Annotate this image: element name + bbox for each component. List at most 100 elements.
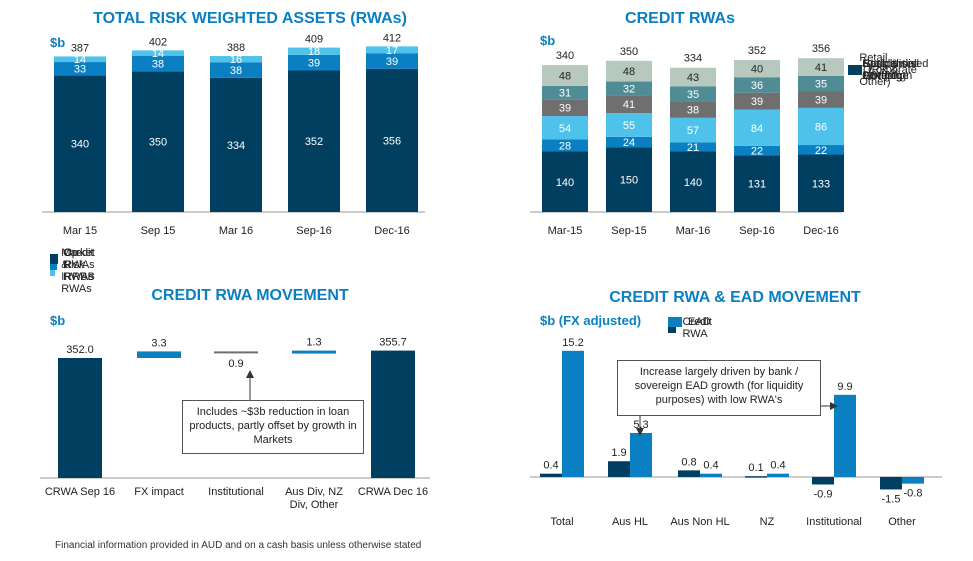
- credit-bar-bank-sovereign-3: [734, 145, 780, 156]
- movement-bar-2: [214, 351, 258, 354]
- credit-bar-retail-qrr-other-4: [798, 91, 844, 108]
- credit-bar-residential-mortgage-1: [606, 113, 652, 137]
- credit-bar-specialised-lending-1: [606, 81, 652, 96]
- credit-value-label-corporate-4: 133: [812, 178, 830, 190]
- credit-bar-residential-mortgage-4: [798, 107, 844, 146]
- movement-category-label-4: CRWA Dec 16: [358, 486, 428, 498]
- credit-value-label-retail-qrr-other-0: 39: [559, 103, 571, 115]
- legend-swatch-ead: [668, 317, 682, 327]
- credit-unit-label: $b: [540, 33, 556, 48]
- rwa-value-label-op-risk-rwas-1: 38: [152, 59, 164, 71]
- ead-bar-credit-rwa-1: [608, 461, 630, 477]
- rwa-value-label-market-irrbb-rwas-2: 16: [230, 54, 242, 66]
- ead-category-label-0: Total: [550, 516, 573, 528]
- rwa-category-label-3: Sep-16: [296, 225, 331, 237]
- credit-value-label-standardised-other-3: 40: [751, 64, 763, 76]
- legend-swatch-oprisk: [50, 260, 58, 270]
- ead-bar-credit-rwa-0: [540, 473, 562, 477]
- credit-value-label-retail-qrr-other-4: 39: [815, 94, 827, 106]
- credit-bar-specialised-lending-0: [542, 85, 588, 100]
- movement-value-label-4: 355.7: [379, 337, 407, 349]
- legend-label-credit-rwa: Credit RWA: [682, 316, 712, 340]
- movement-category-label-3-line2: Div, Other: [290, 499, 339, 511]
- credit-category-label-2: Mar-16: [676, 225, 711, 237]
- credit-bar-bank-sovereign-0: [542, 139, 588, 152]
- credit-bar-standardised-other-2: [670, 67, 716, 87]
- credit-value-label-residential-mortgage-2: 57: [687, 125, 699, 137]
- credit-total-label-2: 334: [684, 53, 702, 65]
- movement-chart-title: CREDIT RWA MOVEMENT: [151, 287, 349, 304]
- rwa-bar-op-risk-rwas-0: [54, 62, 106, 76]
- ead-category-label-4: Institutional: [806, 516, 862, 528]
- movement-category-label-2: Institutional: [208, 486, 264, 498]
- ead-callout-arrowhead-down: [636, 428, 644, 436]
- movement-callout-arrowhead: [246, 370, 254, 378]
- credit-value-label-specialised-lending-2: 35: [687, 89, 699, 101]
- credit-value-label-corporate-0: 140: [556, 177, 574, 189]
- movement-value-label-1: 3.3: [151, 337, 166, 349]
- credit-bar-residential-mortgage-2: [670, 117, 716, 143]
- ead-value-label-credit-rwa-0: 0.4: [543, 460, 558, 472]
- credit-value-label-specialised-lending-3: 36: [751, 80, 763, 92]
- movement-bar-3: [292, 350, 336, 354]
- legend-label-retail-qrr-other: Retail (QRR & Other): [859, 51, 898, 88]
- credit-bar-retail-qrr-other-0: [542, 99, 588, 117]
- footnote: Financial information provided in AUD an…: [55, 540, 422, 551]
- ead-value-label-ead-2: 0.4: [703, 460, 718, 472]
- credit-total-label-4: 356: [812, 43, 830, 55]
- credit-bar-standardised-other-4: [798, 58, 844, 76]
- ead-value-label-ead-0: 15.2: [562, 337, 583, 349]
- legend-swatch-corporate: [848, 64, 862, 75]
- credit-value-label-corporate-3: 131: [748, 179, 766, 191]
- rwa-value-label-credit-rwas-3: 352: [305, 136, 323, 148]
- rwa-value-label-market-irrbb-rwas-1: 14: [152, 48, 164, 60]
- rwa-bar-market-irrbb-rwas-1: [132, 50, 184, 57]
- rwa-value-label-credit-rwas-2: 334: [227, 140, 245, 152]
- movement-category-label-3: Aus Div, NZ: [285, 486, 343, 498]
- credit-value-label-standardised-other-4: 41: [815, 62, 827, 74]
- legend-swatch-credit-rwa: [668, 323, 677, 333]
- legend-label-oprisk: Op-Risk RWAs: [63, 247, 94, 283]
- rwa-value-label-market-irrbb-rwas-0: 14: [74, 54, 86, 66]
- ead-category-label-1: Aus HL: [612, 516, 648, 528]
- movement-category-label-1: FX impact: [134, 486, 184, 498]
- credit-bar-standardised-other-3: [734, 59, 780, 78]
- ead-bar-credit-rwa-5: [880, 477, 902, 490]
- legend-item-credit-rwa: Credit RWA: [668, 316, 717, 340]
- legend-label-bank-sovereign: Bank & Sovereign: [862, 57, 913, 82]
- credit-bar-bank-sovereign-2: [670, 142, 716, 152]
- credit-value-label-standardised-other-0: 48: [559, 70, 571, 82]
- rwa-bar-credit-rwas-1: [132, 71, 184, 212]
- movement-bar-0: [58, 358, 102, 478]
- ead-unit-label: $b (FX adjusted): [540, 313, 642, 328]
- movement-callout: Includes ~$3b reduction in loan products…: [182, 400, 364, 454]
- rwa-total-label-2: 388: [227, 42, 245, 54]
- rwa-bar-credit-rwas-0: [54, 75, 106, 212]
- ead-category-label-5: Other: [888, 516, 916, 528]
- ead-category-label-3: NZ: [760, 516, 775, 528]
- legend-swatch-market: [50, 266, 56, 276]
- rwa-category-label-1: Sep 15: [141, 225, 176, 237]
- ead-bar-ead-4: [834, 394, 856, 477]
- credit-bar-residential-mortgage-3: [734, 109, 780, 146]
- ead-callout-arrowhead-right: [830, 402, 838, 410]
- ead-bar-ead-3: [767, 473, 789, 477]
- legend-label-standardised-other: Standardised / Other: [863, 57, 929, 82]
- rwa-total-label-3: 409: [305, 34, 323, 46]
- ead-callout: Increase largely driven by bank / sovere…: [617, 360, 821, 416]
- rwa-value-label-op-risk-rwas-3: 39: [308, 58, 320, 70]
- credit-bar-bank-sovereign-4: [798, 145, 844, 155]
- movement-value-label-0: 352.0: [66, 344, 94, 356]
- rwa-value-label-op-risk-rwas-0: 33: [74, 64, 86, 76]
- ead-bar-credit-rwa-4: [812, 477, 834, 485]
- credit-value-label-specialised-lending-0: 31: [559, 88, 571, 100]
- credit-value-label-specialised-lending-1: 32: [623, 83, 635, 95]
- credit-value-label-residential-mortgage-4: 86: [815, 121, 827, 133]
- rwa-value-label-market-irrbb-rwas-3: 18: [308, 46, 320, 58]
- rwa-total-label-4: 412: [383, 32, 401, 44]
- credit-value-label-retail-qrr-other-1: 41: [623, 99, 635, 111]
- legend-item-retail-qrr-other: Retail (QRR & Other): [848, 52, 899, 88]
- credit-bar-standardised-other-1: [606, 60, 652, 82]
- ead-bar-ead-5: [902, 477, 924, 484]
